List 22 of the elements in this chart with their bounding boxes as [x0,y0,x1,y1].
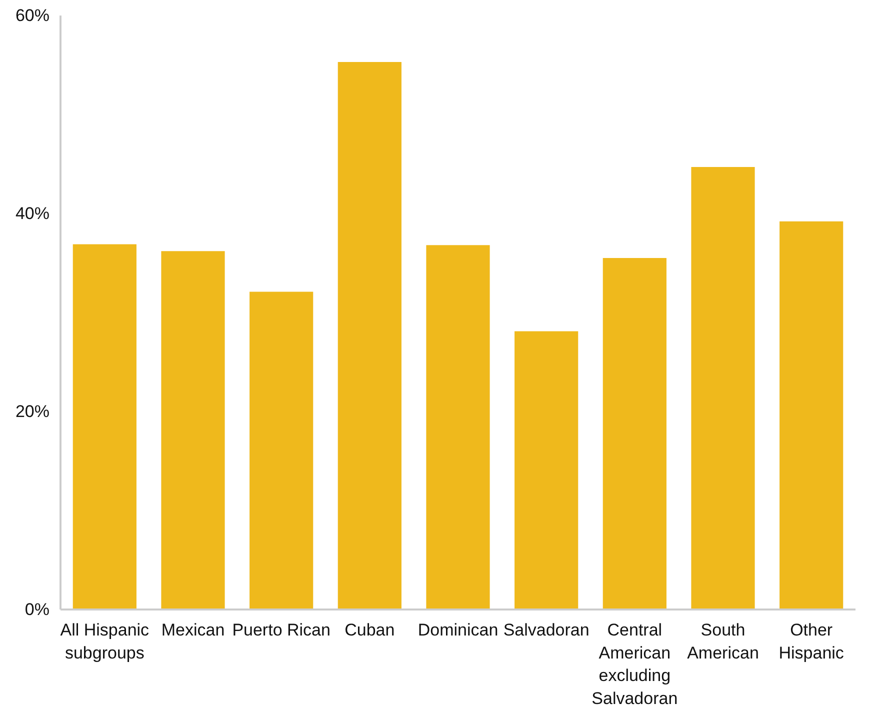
x-tick-label: South American [687,620,759,662]
x-tick-label: All Hispanic subgroups [60,620,150,662]
bar [338,62,402,610]
y-tick-label: 60% [15,6,50,25]
bar [780,221,844,610]
bar [250,292,314,610]
y-tick-label: 20% [15,402,50,421]
x-tick-label: Other Hispanic [778,620,844,662]
bar [426,245,490,610]
y-tick-label: 0% [24,600,50,619]
x-tick-label: Salvadoran [503,620,590,640]
bar [161,251,225,610]
bar [691,166,755,610]
bar [514,331,578,610]
bar [72,244,136,610]
y-tick-label: 40% [15,204,50,223]
x-tick-label: Dominican [418,620,498,640]
x-tick-label: Puerto Rican [232,620,330,640]
x-tick-label: Mexican [161,620,225,640]
x-tick-label: Cuban [344,620,395,640]
x-tick-label: Central American excluding Salvadoran [592,620,678,708]
bar [602,258,666,610]
